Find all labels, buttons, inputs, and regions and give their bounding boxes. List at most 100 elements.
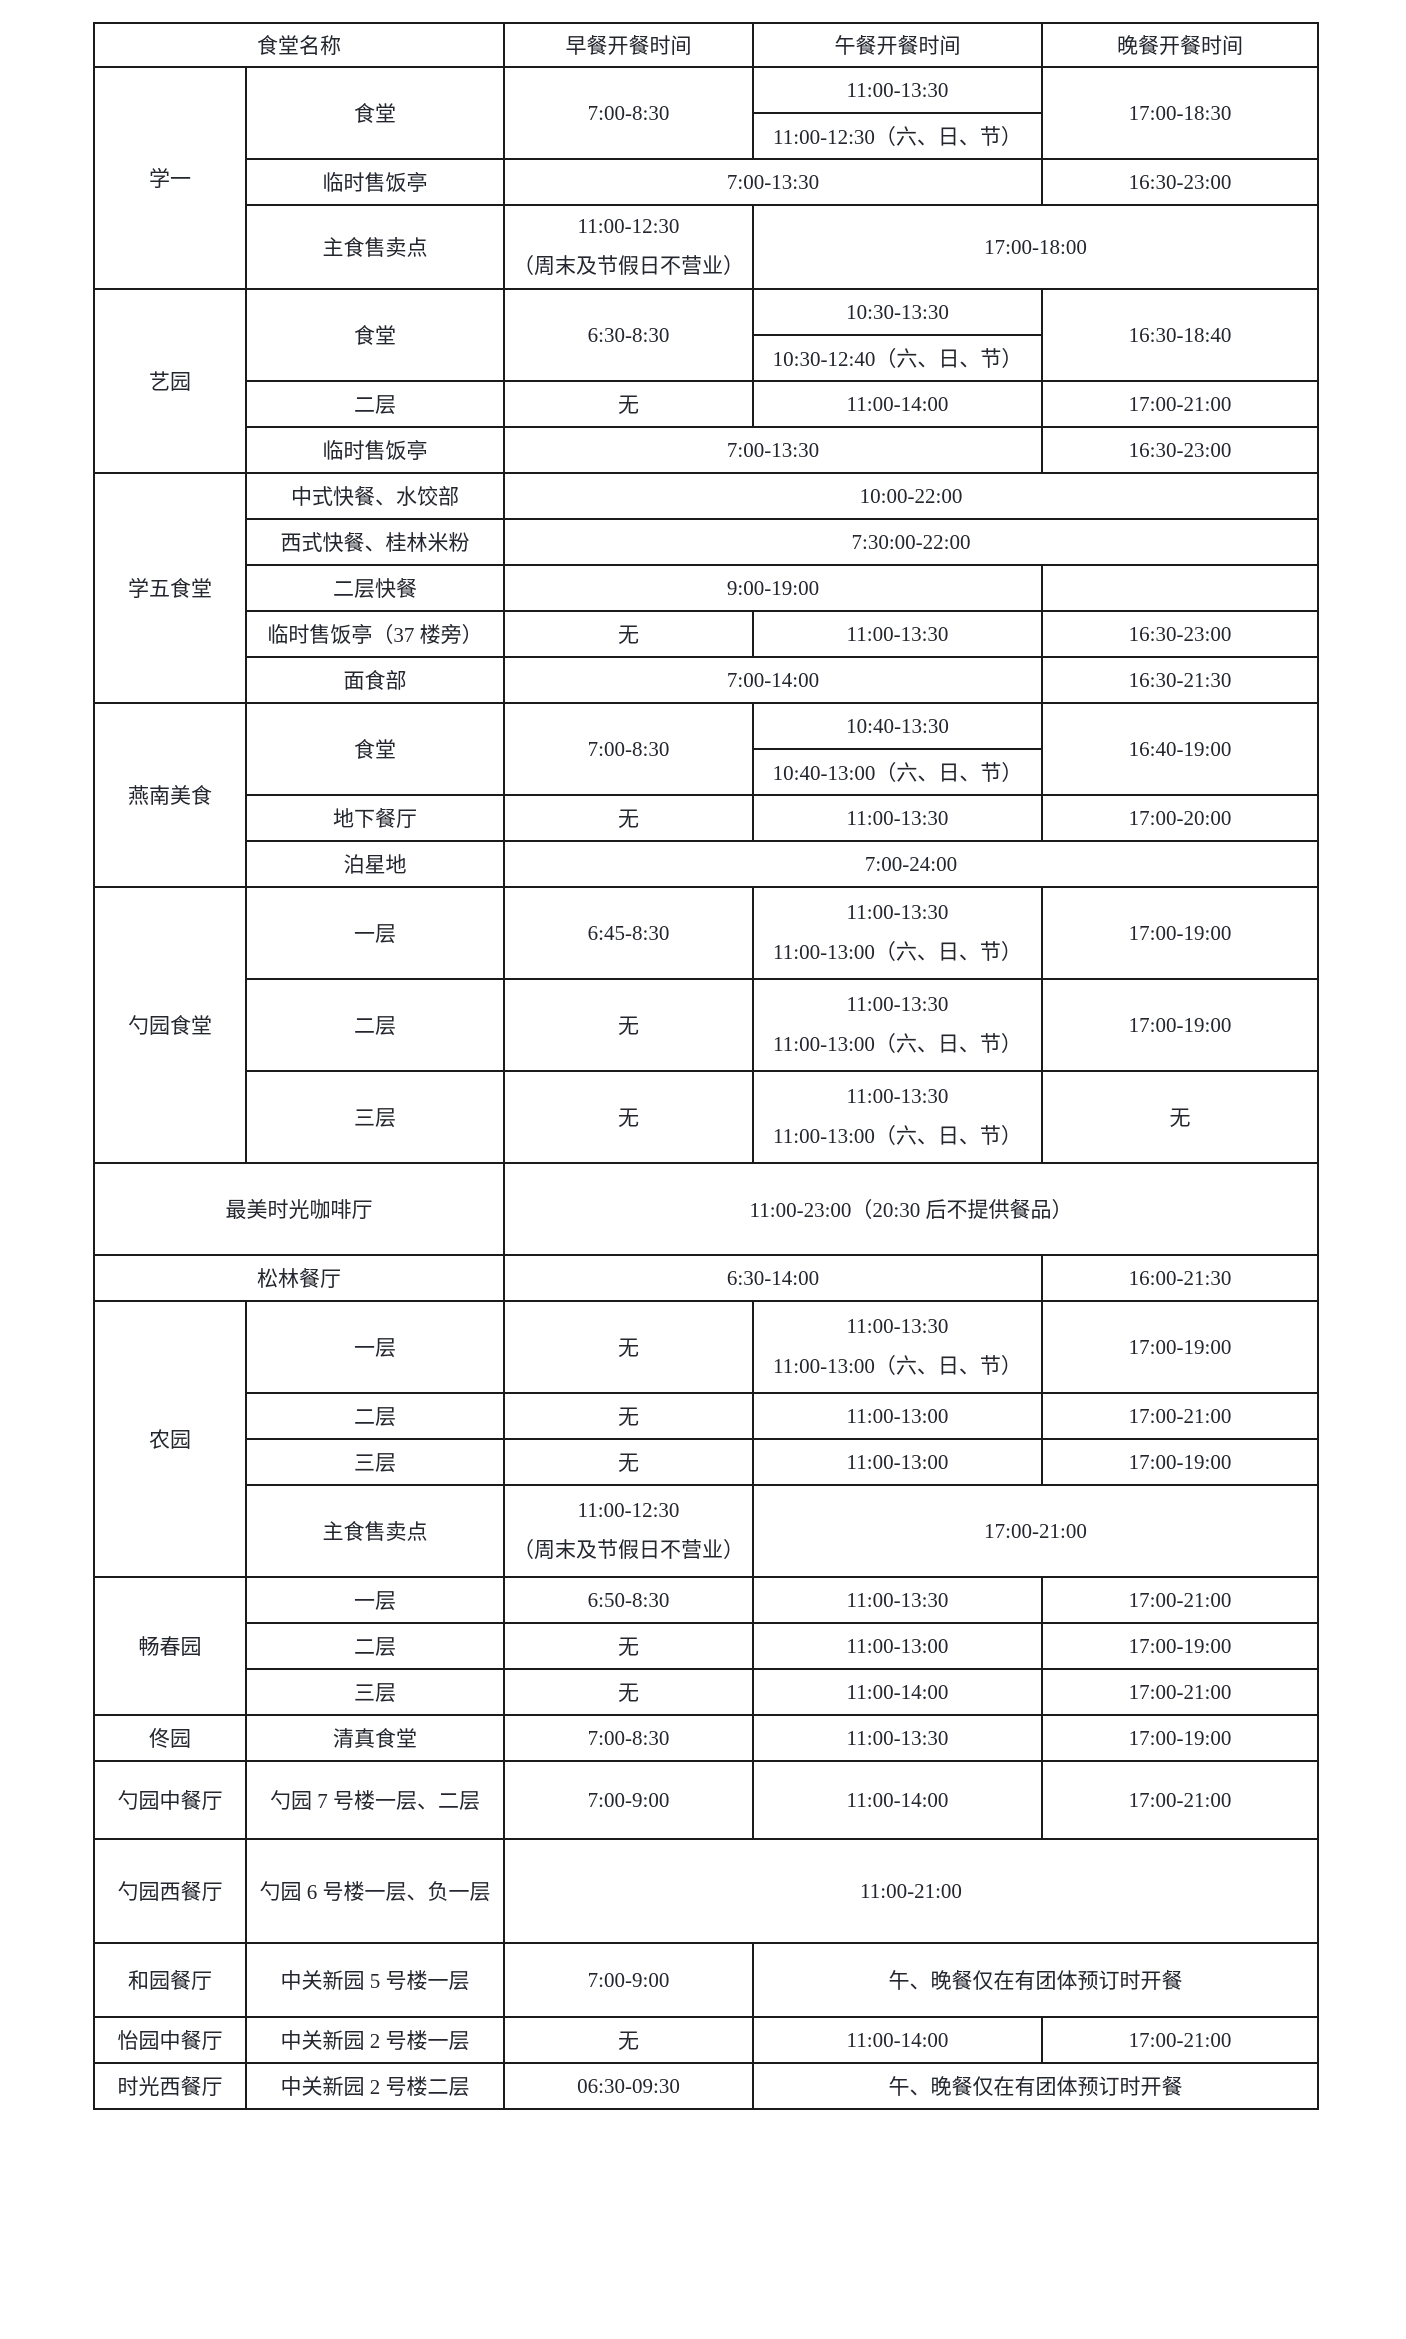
- breakfast-time: 无: [503, 1438, 754, 1486]
- table-row: 11:00-12:30（六、日、节）: [94, 112, 1318, 160]
- column-header-lunch: 午餐开餐时间: [752, 22, 1043, 68]
- table-row: 勺园中餐厅 勺园 7 号楼一层、二层 7:00-9:00 11:00-14:00 17:…: [93, 1760, 1319, 1840]
- venue-name: 泊星地: [245, 840, 505, 888]
- breakfast-time: 无: [503, 1668, 754, 1716]
- breakfast-time: 11:00-12:30 （周末及节假日不营业）: [503, 1484, 754, 1578]
- dinner-time: [1041, 564, 1319, 612]
- lunch-dinner-time: 17:00-18:00: [752, 204, 1319, 290]
- column-header-breakfast: 早餐开餐时间: [503, 22, 754, 68]
- venue-name: 中关新园 2 号楼一层: [245, 2016, 505, 2064]
- lunch-time-weekend: 10:30-12:40（六、日、节）: [752, 334, 1043, 382]
- time-line: 11:00-13:30: [846, 900, 949, 925]
- canteen-group: 燕南美食: [93, 702, 247, 888]
- breakfast-time: 6:45-8:30: [503, 886, 754, 980]
- dinner-time: 16:40-19:00: [1041, 702, 1319, 796]
- breakfast-time: 无: [503, 380, 754, 428]
- canteen-group: 时光西餐厅: [93, 2062, 247, 2110]
- dinner-time: 17:00-19:00: [1041, 978, 1319, 1072]
- venue-name: 食堂: [245, 702, 505, 796]
- dining-hours-table: 食堂名称 早餐开餐时间 午餐开餐时间 晚餐开餐时间 学一 食堂 7:00-8:30 11:0…: [93, 22, 1319, 2110]
- table-row: 畅春园 一层 6:50-8:30 11:00-13:30 17:00-21:00: [93, 1576, 1319, 1716]
- venue-name: 中关新园 5 号楼一层: [245, 1942, 505, 2018]
- lunch-time: 11:00-14:00: [752, 1668, 1043, 1716]
- breakfast-time: 7:00-9:00: [503, 1760, 754, 1840]
- table-header: 食堂名称 早餐开餐时间 午餐开餐时间 晚餐开餐时间: [93, 22, 1319, 68]
- table-row: 主食售卖点 11:00-12:30 （周末及节假日不营业） 17:00-18:00: [94, 204, 1319, 290]
- venue-name: 西式快餐、桂林米粉: [245, 518, 505, 566]
- dining-hours-table-container: 食堂名称 早餐开餐时间 午餐开餐时间 晚餐开餐时间 学一 食堂 7:00-8:30 11:0…: [93, 22, 1319, 2110]
- venue-name: 二层: [245, 380, 505, 428]
- canteen-group: 勺园西餐厅: [93, 1838, 247, 1944]
- venue-name: 主食售卖点: [245, 1484, 505, 1578]
- column-header-canteen-name: 食堂名称: [93, 22, 505, 68]
- table-row: 燕南美食 食堂 7:00-8:30 10:40-13:30 16:40-19:00: [93, 702, 1319, 888]
- lunch-time: 11:00-13:30 11:00-13:00（六、日、节）: [752, 886, 1043, 980]
- venue-name: 临时售饭亭: [245, 158, 505, 206]
- table-row: 临时售饭亭 7:00-13:30 16:30-23:00: [94, 158, 1319, 206]
- dinner-time: 17:00-21:00: [1041, 1760, 1319, 1840]
- venue-name: 二层: [245, 1622, 505, 1670]
- canteen-group: 勺园食堂: [93, 886, 247, 1164]
- breakfast-lunch-time: 6:30-14:00: [503, 1254, 1043, 1302]
- venue-name: 食堂: [245, 288, 505, 382]
- venue-name: 食堂: [245, 66, 505, 160]
- lunch-time: 11:00-13:30 11:00-13:00（六、日、节）: [752, 1300, 1043, 1394]
- canteen-group: 艺园: [93, 288, 247, 474]
- lunch-time-weekend: 11:00-12:30（六、日、节）: [752, 112, 1043, 160]
- lunch-time: 11:00-13:30: [752, 1576, 1043, 1624]
- table-row: 10:30-12:40（六、日、节）: [94, 334, 1318, 382]
- dinner-time: 16:30-23:00: [1041, 158, 1319, 206]
- table-row: 佟园 清真食堂 7:00-8:30 11:00-13:30 17:00-19:00: [93, 1714, 1319, 1762]
- lunch-time-weekend: 10:40-13:00（六、日、节）: [752, 748, 1043, 796]
- venue-name: 一层: [245, 1576, 505, 1624]
- lunch-time: 11:00-13:00: [752, 1392, 1043, 1440]
- table-row: 二层无 11:00-14:00 17:00-21:00: [94, 380, 1319, 428]
- table-row: 二层无 11:00-13:30 11:00-13:00（六、日、节） 17:00-19…: [94, 978, 1319, 1072]
- dinner-time: 17:00-19:00: [1041, 1622, 1319, 1670]
- breakfast-time: 6:50-8:30: [503, 1576, 754, 1624]
- canteen-group: 怡园中餐厅: [93, 2016, 247, 2064]
- dinner-time: 17:00-19:00: [1041, 1438, 1319, 1486]
- canteen-name: 最美时光咖啡厅: [93, 1162, 505, 1256]
- table-row: 学五食堂 中式快餐、水饺部 10:00-22:00: [93, 472, 1319, 704]
- table-row: 怡园中餐厅 中关新园 2 号楼一层无 11:00-14:00 17:00-21:00: [93, 2016, 1319, 2064]
- lunch-time: 11:00-13:30 11:00-13:00（六、日、节）: [752, 978, 1043, 1072]
- lunch-time: 11:00-13:30: [752, 66, 1043, 114]
- venue-name: 临时售饭亭: [245, 426, 505, 474]
- venue-name: 临时售饭亭（37 楼旁）: [245, 610, 505, 658]
- dinner-time: 17:00-21:00: [1041, 1576, 1319, 1624]
- table-row: 主食售卖点 11:00-12:30 （周末及节假日不营业） 17:00-21:00: [94, 1484, 1319, 1578]
- table-row: 松林餐厅 6:30-14:00 16:00-21:30: [93, 1254, 1319, 1302]
- lunch-time: 11:00-13:00: [752, 1622, 1043, 1670]
- dinner-time: 无: [1041, 1070, 1319, 1164]
- canteen-group: 农园: [93, 1300, 247, 1578]
- venue-name: 面食部: [245, 656, 505, 704]
- breakfast-time: 无: [503, 1392, 754, 1440]
- dinner-time: 16:30-23:00: [1041, 426, 1319, 474]
- lunch-time: 11:00-13:30: [752, 794, 1043, 842]
- lunch-time: 11:00-14:00: [752, 1760, 1043, 1840]
- time-line: 11:00-12:30: [577, 1498, 680, 1523]
- dinner-time: 17:00-21:00: [1041, 1392, 1319, 1440]
- breakfast-time: 11:00-12:30 （周末及节假日不营业）: [503, 204, 754, 290]
- dinner-time: 17:00-19:00: [1041, 1300, 1319, 1394]
- breakfast-time: 无: [503, 610, 754, 658]
- venue-name: 三层: [245, 1070, 505, 1164]
- lunch-dinner-note: 午、晚餐仅在有团体预订时开餐: [752, 1942, 1319, 2018]
- breakfast-lunch-time: 7:00-13:30: [503, 426, 1043, 474]
- all-day-time: 7:30:00-22:00: [503, 518, 1319, 566]
- dinner-time: 16:30-21:30: [1041, 656, 1319, 704]
- canteen-group: 学一: [93, 66, 247, 290]
- breakfast-time: 7:00-8:30: [503, 1714, 754, 1762]
- table-row: 二层无 11:00-13:00 17:00-21:00: [94, 1392, 1319, 1440]
- time-line: 11:00-13:30: [846, 992, 949, 1017]
- table-row: 勺园食堂 一层 6:45-8:30 11:00-13:30 11:00-13:00（六、…: [93, 886, 1319, 1164]
- venue-name: 清真食堂: [245, 1714, 505, 1762]
- table-row: 地下餐厅无 11:00-13:30 17:00-20:00: [94, 794, 1319, 842]
- lunch-dinner-time: 17:00-21:00: [752, 1484, 1319, 1578]
- lunch-dinner-note: 午、晚餐仅在有团体预订时开餐: [752, 2062, 1319, 2110]
- dinner-time: 17:00-21:00: [1041, 1668, 1319, 1716]
- dinner-time: 16:30-23:00: [1041, 610, 1319, 658]
- time-line: 11:00-13:30: [846, 1314, 949, 1339]
- table-row: 泊星地 7:00-24:00: [94, 840, 1319, 888]
